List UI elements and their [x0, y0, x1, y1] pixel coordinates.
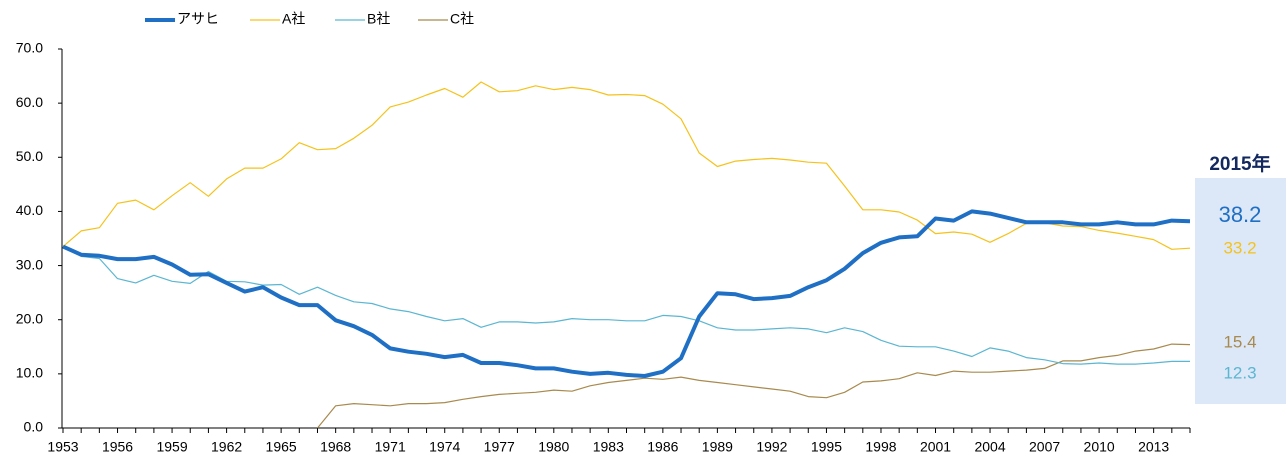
x-tick-label: 1977: [484, 439, 515, 455]
legend-label: C社: [450, 11, 474, 27]
end-panel: [1195, 178, 1286, 404]
legend-label: A社: [282, 11, 305, 27]
end-value-label: 33.2: [1223, 238, 1256, 257]
end-title: 2015年: [1209, 152, 1270, 175]
x-tick-label: 2010: [1084, 439, 1115, 455]
y-tick-label: 40.0: [16, 202, 43, 218]
x-tick-label: 1953: [47, 439, 78, 455]
x-tick-label: 1983: [593, 439, 624, 455]
x-tick-label: 1956: [102, 439, 133, 455]
y-tick-label: 50.0: [16, 148, 43, 164]
end-value-label: 15.4: [1223, 332, 1256, 351]
legend-label: B社: [367, 11, 390, 27]
end-value-label: 12.3: [1223, 363, 1256, 382]
legend-label: アサヒ: [177, 11, 219, 27]
series-line: [317, 343, 1191, 429]
x-tick-label: 2007: [1029, 439, 1060, 455]
x-tick-label: 2001: [920, 439, 951, 455]
x-tick-label: 1974: [429, 439, 460, 455]
x-tick-label: 2013: [1138, 439, 1169, 455]
x-tick-label: 2004: [974, 439, 1005, 455]
x-tick-label: 1968: [320, 439, 351, 455]
end-value-label: 38.2: [1219, 202, 1262, 227]
x-tick-label: 1971: [375, 439, 406, 455]
x-tick-label: 1998: [865, 439, 896, 455]
series-line: [62, 246, 1190, 365]
x-tick-label: 1965: [266, 439, 297, 455]
series-line: [62, 209, 1191, 378]
y-tick-label: 70.0: [16, 40, 43, 56]
y-tick-label: 60.0: [16, 94, 43, 110]
x-tick-label: 1992: [756, 439, 787, 455]
x-tick-label: 1959: [156, 439, 187, 455]
y-tick-label: 10.0: [16, 365, 43, 381]
x-tick-label: 1980: [538, 439, 569, 455]
x-tick-label: 1989: [702, 439, 733, 455]
x-tick-label: 1995: [811, 439, 842, 455]
y-tick-label: 0.0: [24, 419, 44, 435]
x-tick-label: 1986: [647, 439, 678, 455]
y-tick-label: 20.0: [16, 310, 43, 326]
x-tick-label: 1962: [211, 439, 242, 455]
y-tick-label: 30.0: [16, 256, 43, 272]
series-line: [62, 81, 1191, 250]
